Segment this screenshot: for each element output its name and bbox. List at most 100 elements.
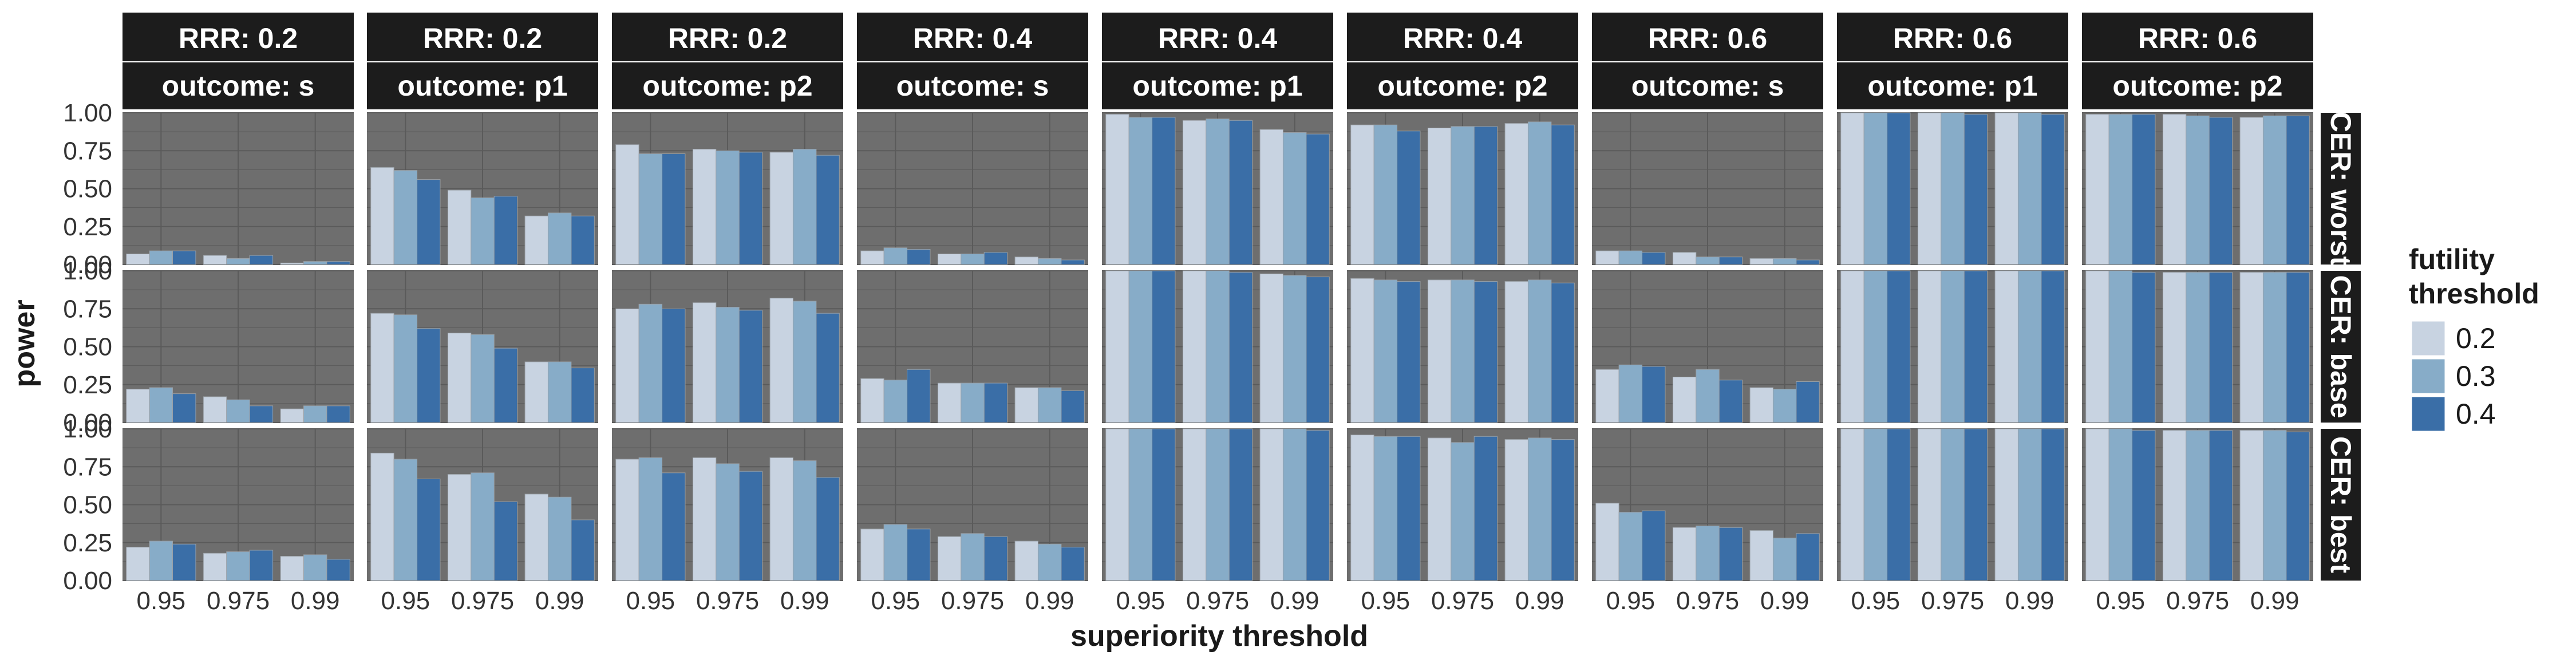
bar-0.975-0.2 — [2162, 272, 2187, 423]
bar-0.975-0.2 — [1182, 428, 1207, 581]
bar-0.95-0.4 — [417, 179, 441, 265]
x-tick-label: 0.99 — [1515, 587, 1564, 615]
y-tick-label: 0.25 — [63, 529, 112, 557]
bar-0.975-0.2 — [2162, 114, 2187, 265]
strip-outcome-label: outcome: p2 — [642, 70, 812, 102]
x-tick-label: 0.975 — [941, 587, 1004, 615]
bar-0.99-0.2 — [1504, 439, 1528, 581]
legend-key-0.3 — [2410, 357, 2447, 395]
bar-0.95-0.2 — [126, 253, 150, 265]
y-tick-label: 0.00 — [63, 567, 112, 595]
bar-0.99-0.2 — [1994, 112, 2018, 265]
bar-0.99-0.4 — [1796, 259, 1820, 265]
strip-row-bg — [2321, 429, 2361, 581]
strip-rrr-label: RRR: 0.6 — [2138, 22, 2257, 54]
bar-0.99-0.2 — [1749, 387, 1773, 423]
strip-outcome-bg — [1102, 62, 1333, 109]
bar-0.99-0.4 — [1061, 390, 1085, 423]
bar-0.975-0.2 — [937, 253, 962, 265]
bar-0.975-0.3 — [226, 399, 250, 423]
x-tick-label: 0.99 — [1270, 587, 1319, 615]
strip-rrr-bg — [2082, 13, 2313, 61]
x-tick-label: 0.95 — [381, 587, 430, 615]
strip-outcome-label: outcome: s — [1631, 70, 1784, 102]
strip-outcome-label: outcome: p2 — [2112, 70, 2282, 102]
strip-rrr-label: RRR: 0.4 — [913, 22, 1033, 54]
bar-0.99-0.3 — [1527, 121, 1552, 265]
bar-0.99-0.4 — [1551, 439, 1575, 581]
strip-rrr-bg — [1592, 13, 1823, 61]
bar-0.95-0.2 — [370, 313, 394, 423]
strip-outcome-label: outcome: s — [162, 70, 315, 102]
bar-0.975-0.3 — [961, 533, 985, 581]
bar-0.95-0.3 — [638, 303, 663, 423]
bar-0.95-0.4 — [1642, 252, 1666, 265]
bar-0.99-0.2 — [280, 262, 304, 265]
strip-outcome-bg — [367, 62, 598, 109]
bar-0.95-0.3 — [1128, 270, 1153, 423]
strip-rrr-bg — [612, 13, 843, 61]
bar-0.975-0.4 — [1718, 256, 1743, 265]
strip-row-label: CER: base — [2325, 275, 2357, 418]
bar-0.975-0.4 — [1228, 428, 1253, 581]
bar-0.975-0.4 — [1963, 270, 1988, 423]
bar-0.975-0.4 — [1473, 126, 1498, 265]
strip-rrr-bg — [367, 13, 598, 61]
bar-0.975-0.3 — [716, 463, 740, 581]
legend-key-0.4 — [2410, 395, 2447, 433]
bar-0.975-0.4 — [493, 196, 518, 265]
bar-0.95-0.2 — [860, 250, 884, 265]
bar-0.95-0.4 — [662, 472, 686, 581]
bar-0.975-0.4 — [1228, 272, 1253, 423]
bar-0.95-0.2 — [860, 528, 884, 581]
legend-label-0.3: 0.3 — [2456, 360, 2496, 392]
x-tick-label: 0.99 — [780, 587, 829, 615]
bar-0.99-0.3 — [1772, 389, 1797, 423]
strip-outcome-label: outcome: p1 — [1867, 70, 2037, 102]
bar-0.99-0.4 — [1796, 381, 1820, 423]
x-axis-title: superiority threshold — [1070, 619, 1368, 653]
x-tick-label: 0.95 — [1851, 587, 1901, 615]
strip-outcome-bg — [1592, 62, 1823, 109]
y-tick-label: 0.50 — [63, 175, 112, 203]
bar-0.95-0.3 — [149, 387, 173, 423]
bar-0.95-0.3 — [1863, 428, 1888, 581]
bar-0.975-0.4 — [1963, 428, 1988, 581]
bar-0.99-0.3 — [1772, 258, 1797, 265]
bar-0.95-0.4 — [2132, 430, 2156, 581]
strip-outcome-bg — [857, 62, 1088, 109]
bar-0.975-0.2 — [1427, 128, 1452, 265]
bar-0.99-0.4 — [571, 519, 595, 581]
bar-0.975-0.4 — [983, 536, 1008, 581]
strip-outcome-label: outcome: p2 — [1377, 70, 1547, 102]
bar-0.99-0.3 — [1772, 538, 1797, 581]
bar-0.975-0.4 — [738, 310, 763, 423]
x-tick-label: 0.99 — [1760, 587, 1809, 615]
strip-rrr-bg — [1837, 13, 2068, 61]
bar-0.95-0.2 — [370, 167, 394, 265]
bar-0.99-0.3 — [2017, 112, 2042, 265]
bar-0.975-0.3 — [1941, 428, 1965, 581]
bar-0.99-0.4 — [326, 405, 350, 423]
bar-0.95-0.4 — [1397, 436, 1421, 581]
y-tick-label: 0.50 — [63, 333, 112, 361]
strip-rrr-label: RRR: 0.4 — [1403, 22, 1523, 54]
bar-0.99-0.2 — [524, 494, 548, 581]
bar-0.95-0.3 — [638, 457, 663, 581]
bar-0.95-0.3 — [1618, 250, 1643, 265]
bar-0.975-0.4 — [738, 471, 763, 581]
y-tick-label: 1.00 — [63, 415, 112, 443]
bar-0.975-0.3 — [1696, 256, 1720, 265]
bar-0.975-0.2 — [2162, 430, 2187, 581]
bar-0.99-0.2 — [1014, 540, 1038, 581]
bar-0.99-0.3 — [1037, 387, 1062, 423]
bar-0.99-0.3 — [547, 212, 572, 265]
bar-0.975-0.3 — [226, 551, 250, 581]
bar-0.99-0.4 — [326, 559, 350, 581]
bar-0.95-0.3 — [1618, 512, 1643, 581]
y-tick-label: 1.00 — [63, 257, 112, 285]
strip-row-bg — [2321, 113, 2361, 265]
bar-0.99-0.3 — [1037, 543, 1062, 581]
bar-0.95-0.3 — [1128, 428, 1153, 581]
